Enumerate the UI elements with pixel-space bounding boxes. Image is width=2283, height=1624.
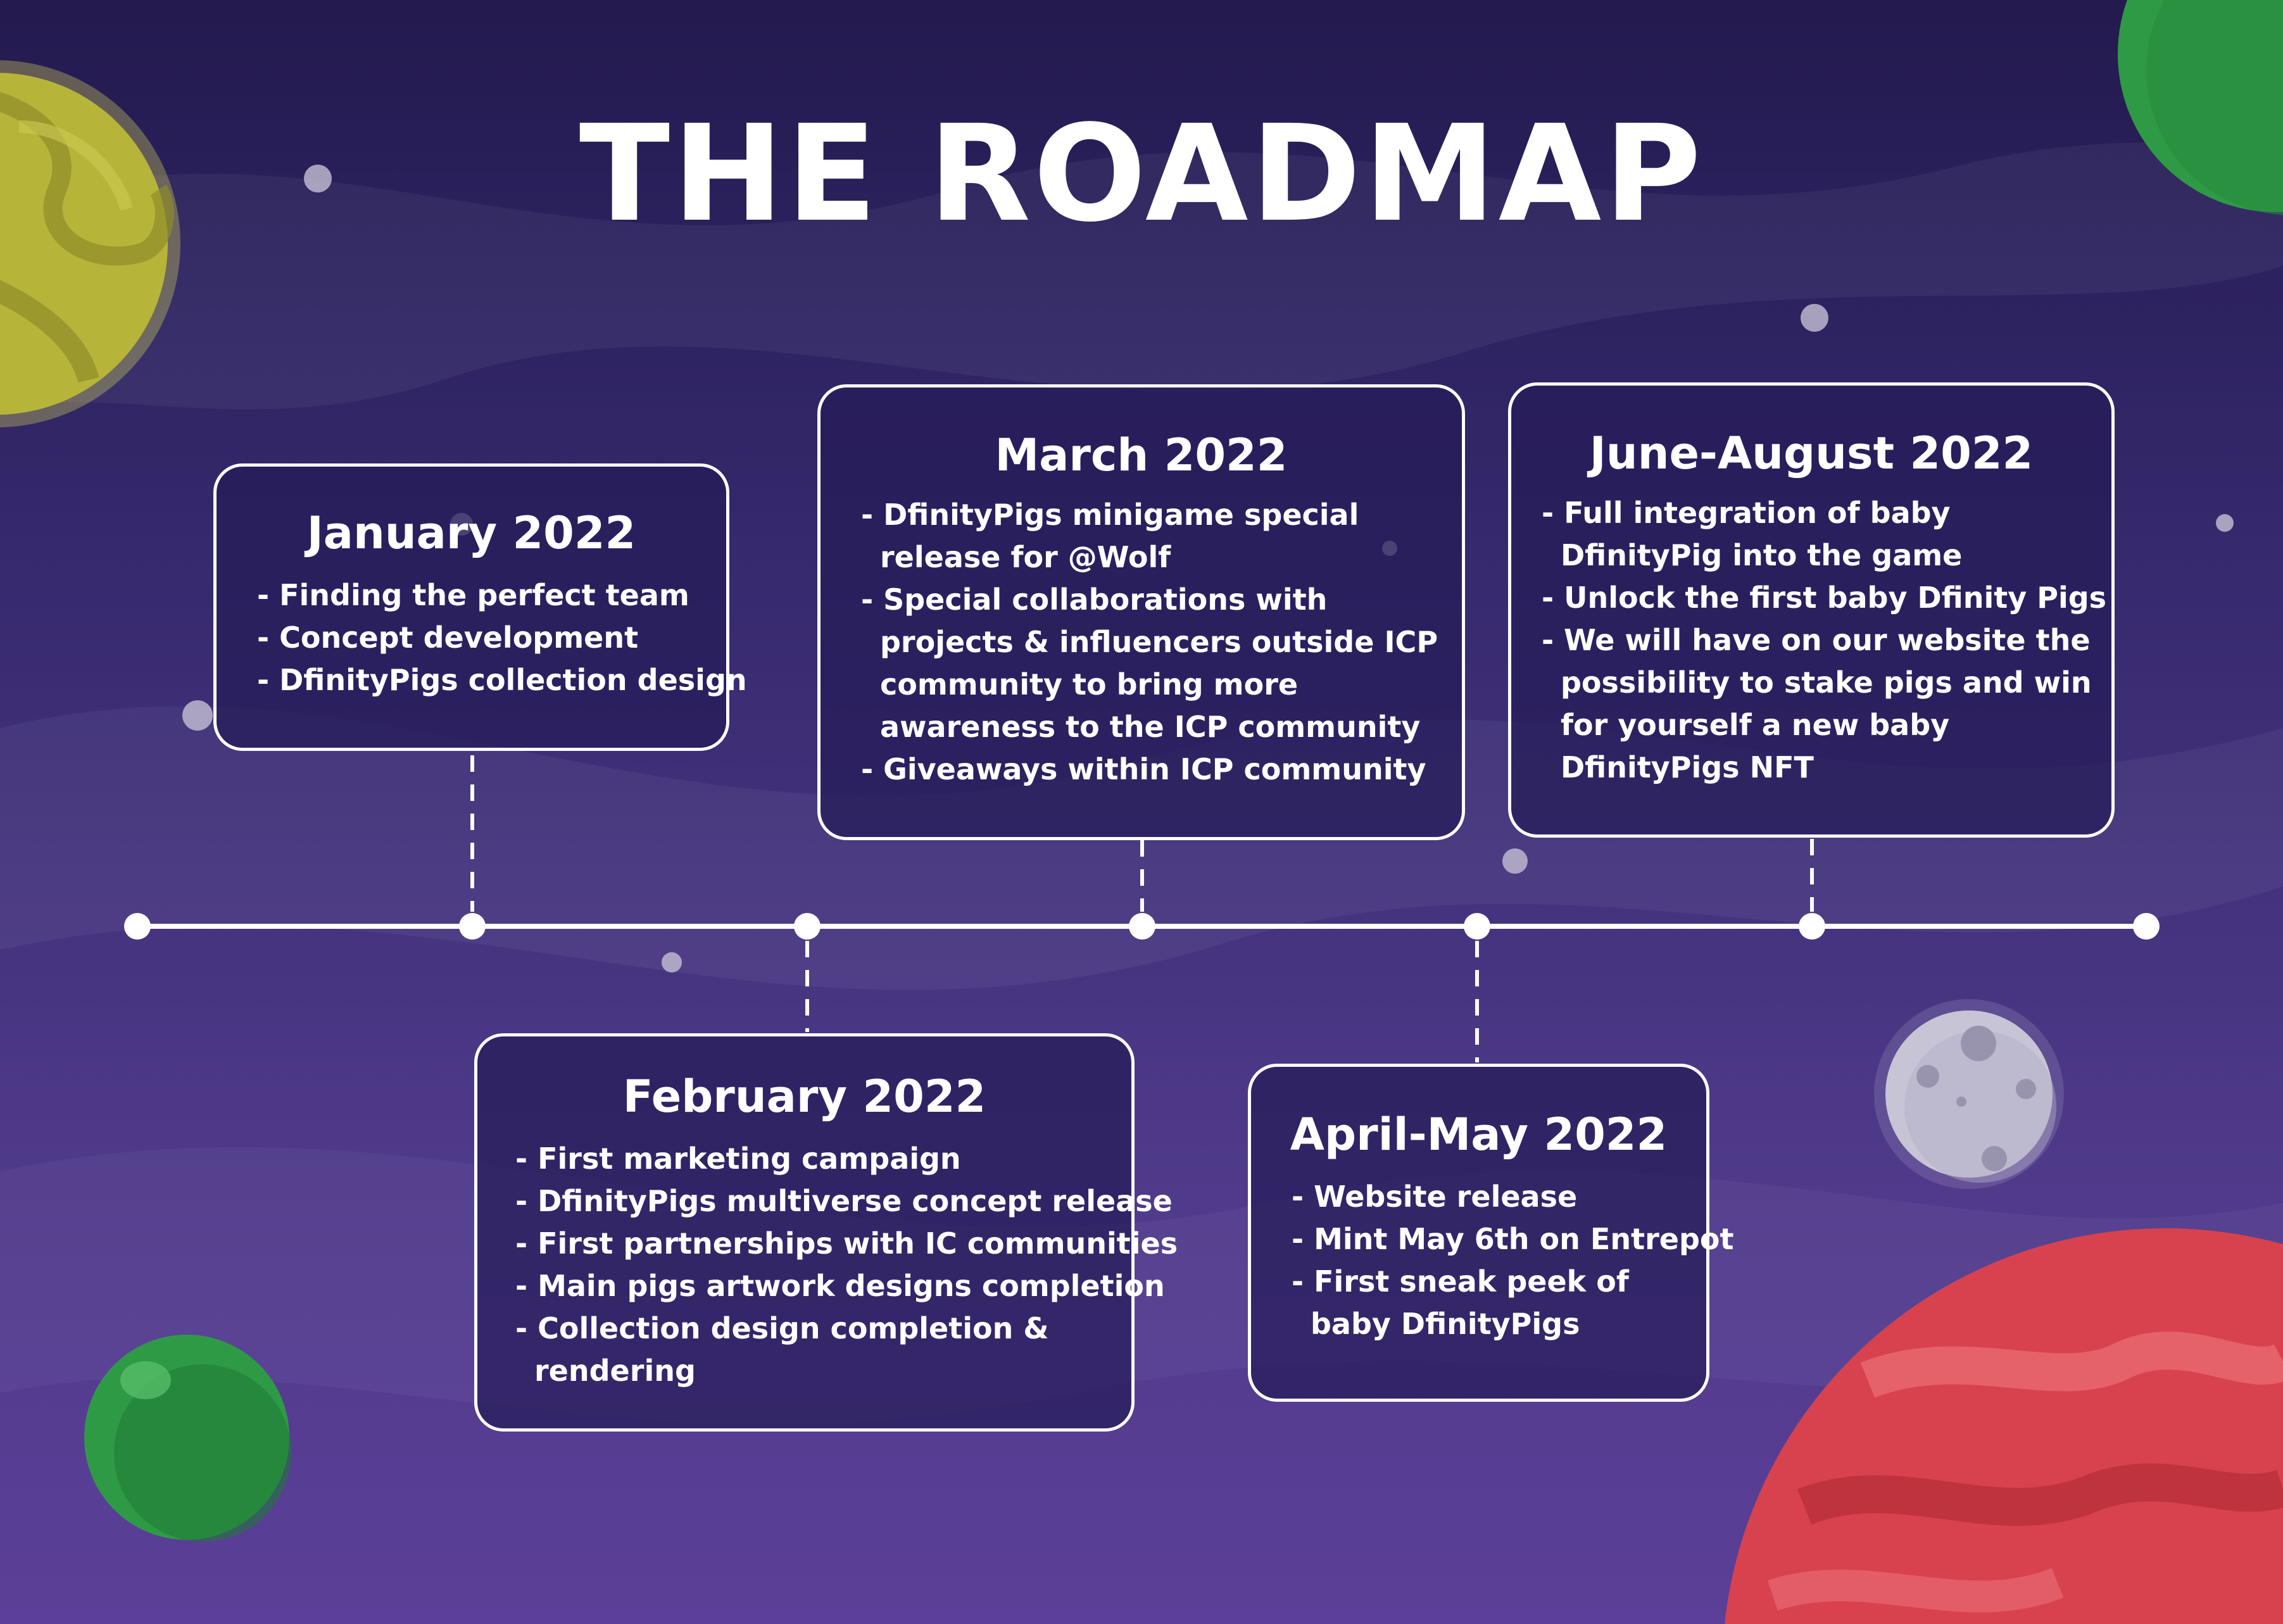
milestone-item: - First partnerships with IC communities [515,1226,1178,1261]
milestone-item: - DfinityPigs multiverse concept release [515,1184,1173,1218]
milestone-item: - Website release [1292,1180,1578,1214]
milestone-card-june-august: June-August 2022 - Full integration of b… [1508,382,2115,838]
milestone-card-february: February 2022 - First marketing campaign… [474,1033,1178,1432]
milestone-item: - Concept development [257,620,639,655]
milestone-item: - Special collaborations with projects &… [861,582,1438,744]
milestone-item: - Finding the perfect team [257,578,689,612]
milestone-card-april-may: April-May 2022 - Website release - Mint … [1248,1064,1734,1402]
moon [1874,999,2064,1189]
milestone-title: February 2022 [622,1071,986,1123]
milestone-item: - Main pigs artwork designs completion [515,1269,1165,1303]
milestone-list: - First marketing campaign - DfinityPigs… [515,1138,1178,1392]
milestone-title: June-August 2022 [1589,427,2034,479]
timeline-dot-february [794,913,821,940]
yellow-planet [0,60,180,427]
milestone-item: - First marketing campaign [515,1142,961,1176]
page-title: THE ROADMAP [579,96,1704,251]
timeline-dot-january [459,913,486,940]
timeline-dot-june-august [1799,913,1825,940]
timeline-dot-start [124,913,151,940]
timeline-dot-march [1129,913,1155,940]
milestone-card-january: January 2022 - Finding the perfect team … [213,463,747,751]
milestone-list: - Full integration of baby DfinityPig in… [1542,492,2111,789]
milestone-item: - Full integration of baby DfinityPig in… [1542,496,1963,572]
milestone-item: - DfinityPigs collection design [257,663,747,697]
milestone-list: - DfinityPigs minigame special release f… [861,494,1462,791]
milestone-item: - DfinityPigs minigame special release f… [861,498,1359,574]
milestone-item: - Mint May 6th on Entrepot [1292,1222,1734,1256]
timeline-dot-end [2133,913,2160,940]
green-planet-bottom-left [84,1335,291,1542]
milestone-item: - First sneak peek of baby DfinityPigs [1292,1264,1629,1341]
green-planet-top-right [2118,0,2283,215]
milestone-title: January 2022 [306,507,636,559]
red-planet [1725,1228,2283,1624]
milestone-title: March 2022 [995,429,1288,481]
timeline-dot-april-may [1464,913,1490,940]
milestone-item: - Giveaways within ICP community [861,752,1426,786]
milestone-list: - Website release - Mint May 6th on Entr… [1292,1176,1734,1345]
milestone-list: - Finding the perfect team - Concept dev… [257,574,747,702]
milestone-item: - We will have on our website the possib… [1542,623,2092,784]
milestone-card-march: March 2022 - DfinityPigs minigame specia… [817,384,1465,840]
milestone-title: April-May 2022 [1290,1109,1668,1161]
milestone-item: - Unlock the first baby Dfinity Pigs [1542,581,2107,615]
milestone-item: - Collection design completion & renderi… [515,1311,1049,1388]
